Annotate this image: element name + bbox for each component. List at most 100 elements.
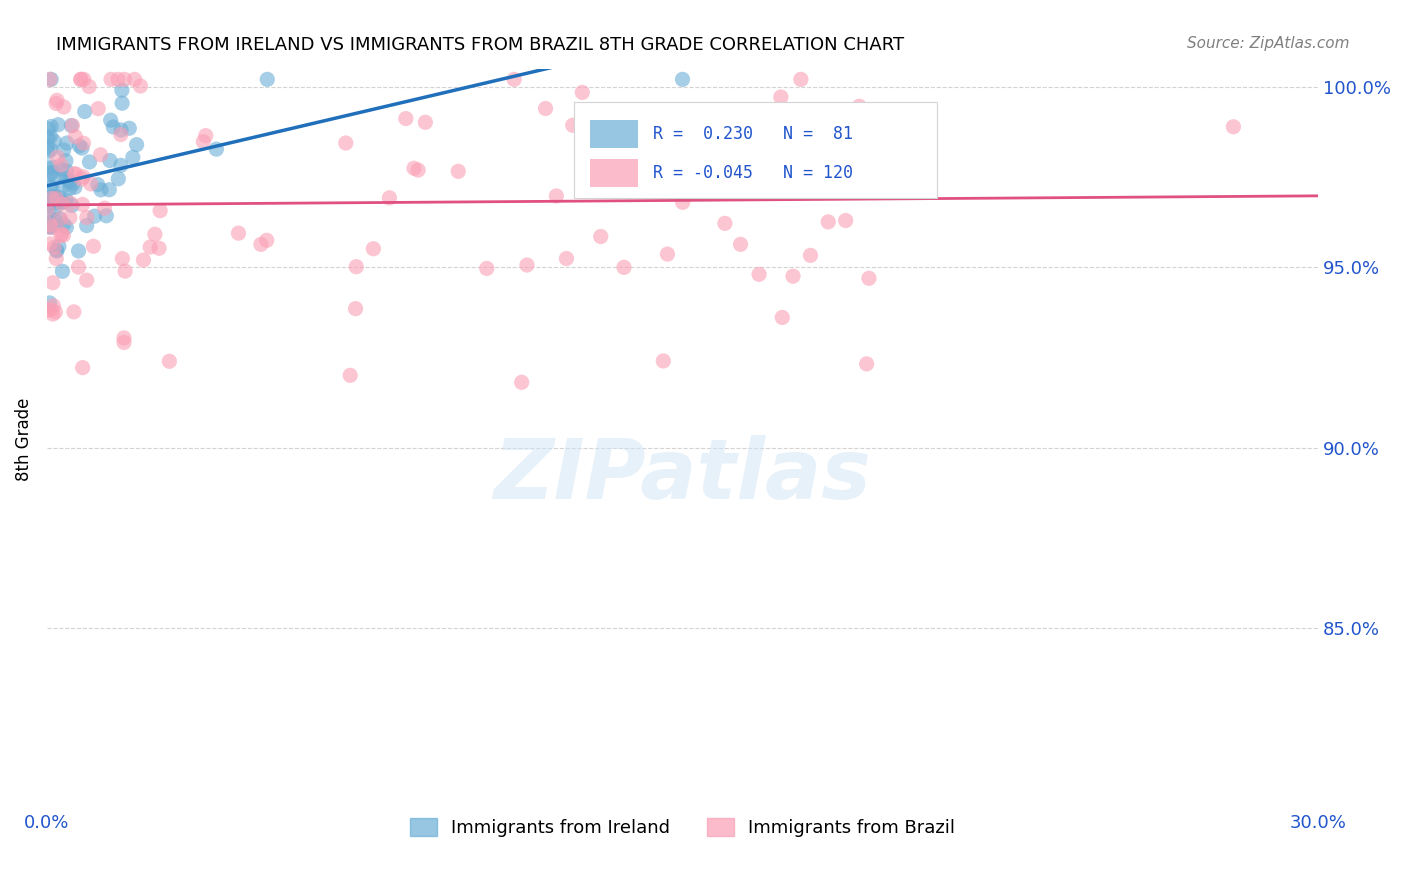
Immigrants from Ireland — [38, 197, 60, 211]
Immigrants from Brazil — [516, 258, 538, 272]
Immigrants from Brazil — [799, 248, 821, 262]
Immigrants from Brazil — [848, 99, 870, 113]
Immigrants from Brazil — [49, 211, 72, 226]
Immigrants from Ireland — [46, 118, 69, 132]
Immigrants from Brazil — [111, 252, 134, 266]
Immigrants from Ireland — [45, 244, 67, 258]
Immigrants from Ireland — [96, 209, 118, 223]
Immigrants from Brazil — [395, 112, 418, 126]
Immigrants from Brazil — [114, 72, 136, 87]
Immigrants from Brazil — [59, 211, 82, 225]
Immigrants from Ireland — [37, 145, 59, 160]
Immigrants from Ireland — [44, 202, 66, 217]
Immigrants from Ireland — [79, 155, 101, 169]
Immigrants from Ireland — [39, 72, 62, 87]
Immigrants from Ireland — [58, 174, 80, 188]
Immigrants from Brazil — [727, 104, 749, 119]
Text: Source: ZipAtlas.com: Source: ZipAtlas.com — [1187, 36, 1350, 51]
Immigrants from Brazil — [685, 128, 707, 142]
FancyBboxPatch shape — [589, 159, 638, 187]
Immigrants from Brazil — [73, 72, 96, 87]
Immigrants from Brazil — [107, 72, 129, 87]
Immigrants from Brazil — [790, 72, 813, 87]
Immigrants from Brazil — [44, 240, 66, 254]
Immigrants from Ireland — [98, 153, 121, 168]
Immigrants from Ireland — [55, 193, 77, 207]
Immigrants from Ireland — [55, 164, 77, 178]
Immigrants from Brazil — [90, 148, 112, 162]
Immigrants from Ireland — [110, 123, 132, 137]
Immigrants from Ireland — [110, 158, 132, 172]
Immigrants from Brazil — [72, 197, 94, 211]
Immigrants from Brazil — [855, 357, 877, 371]
Immigrants from Brazil — [129, 78, 152, 93]
Immigrants from Brazil — [62, 119, 84, 133]
Immigrants from Brazil — [157, 354, 180, 368]
Immigrants from Brazil — [124, 72, 146, 87]
Immigrants from Brazil — [194, 128, 217, 143]
Immigrants from Ireland — [44, 169, 66, 184]
Y-axis label: 8th Grade: 8th Grade — [15, 397, 32, 481]
Immigrants from Ireland — [62, 177, 84, 191]
Immigrants from Brazil — [41, 191, 63, 205]
Immigrants from Brazil — [69, 72, 91, 87]
Immigrants from Ireland — [38, 296, 60, 310]
Immigrants from Brazil — [39, 218, 62, 232]
Immigrants from Brazil — [555, 252, 578, 266]
Immigrants from Brazil — [149, 203, 172, 218]
Immigrants from Ireland — [125, 137, 148, 152]
Immigrants from Brazil — [76, 211, 98, 225]
Immigrants from Brazil — [70, 172, 93, 186]
Immigrants from Ireland — [37, 219, 59, 234]
Immigrants from Ireland — [111, 96, 134, 111]
Immigrants from Brazil — [402, 161, 425, 176]
Immigrants from Ireland — [52, 217, 75, 231]
Immigrants from Ireland — [49, 211, 72, 226]
Immigrants from Brazil — [39, 236, 62, 251]
Immigrants from Brazil — [139, 240, 162, 254]
Immigrants from Ireland — [41, 180, 63, 194]
Immigrants from Ireland — [39, 219, 62, 234]
Immigrants from Brazil — [42, 276, 65, 290]
Immigrants from Ireland — [44, 212, 66, 227]
Immigrants from Ireland — [55, 171, 77, 186]
Immigrants from Brazil — [363, 242, 385, 256]
Immigrants from Brazil — [1222, 120, 1244, 134]
Immigrants from Brazil — [838, 139, 860, 153]
Immigrants from Brazil — [87, 102, 110, 116]
Text: R = -0.045   N = 120: R = -0.045 N = 120 — [654, 164, 853, 182]
Immigrants from Ireland — [98, 183, 121, 197]
Immigrants from Brazil — [45, 96, 67, 111]
Immigrants from Ireland — [38, 210, 60, 224]
Immigrants from Ireland — [41, 189, 63, 203]
Immigrants from Ireland — [39, 167, 62, 181]
Immigrants from Ireland — [51, 195, 73, 210]
Immigrants from Ireland — [37, 139, 59, 153]
Immigrants from Ireland — [70, 141, 93, 155]
Immigrants from Brazil — [112, 335, 135, 350]
Immigrants from Ireland — [44, 190, 66, 204]
Immigrants from Ireland — [205, 142, 228, 156]
Immigrants from Brazil — [77, 79, 100, 94]
Immigrants from Brazil — [228, 226, 250, 240]
Immigrants from Ireland — [55, 220, 77, 235]
Immigrants from Brazil — [193, 135, 215, 149]
Immigrants from Brazil — [59, 196, 82, 211]
Immigrants from Ireland — [83, 209, 105, 223]
Immigrants from Brazil — [39, 302, 62, 317]
Immigrants from Ireland — [56, 136, 79, 150]
Immigrants from Brazil — [93, 201, 115, 215]
Immigrants from Brazil — [406, 163, 429, 178]
Immigrants from Brazil — [651, 137, 673, 152]
Immigrants from Brazil — [143, 227, 166, 242]
Immigrants from Ireland — [37, 199, 59, 213]
Immigrants from Ireland — [100, 113, 122, 128]
Immigrants from Ireland — [39, 179, 62, 194]
Immigrants from Ireland — [48, 190, 70, 204]
Immigrants from Brazil — [378, 191, 401, 205]
Immigrants from Ireland — [87, 178, 110, 192]
Immigrants from Brazil — [748, 268, 770, 282]
Immigrants from Ireland — [37, 161, 59, 175]
Immigrants from Brazil — [110, 128, 132, 142]
Immigrants from Ireland — [39, 215, 62, 229]
